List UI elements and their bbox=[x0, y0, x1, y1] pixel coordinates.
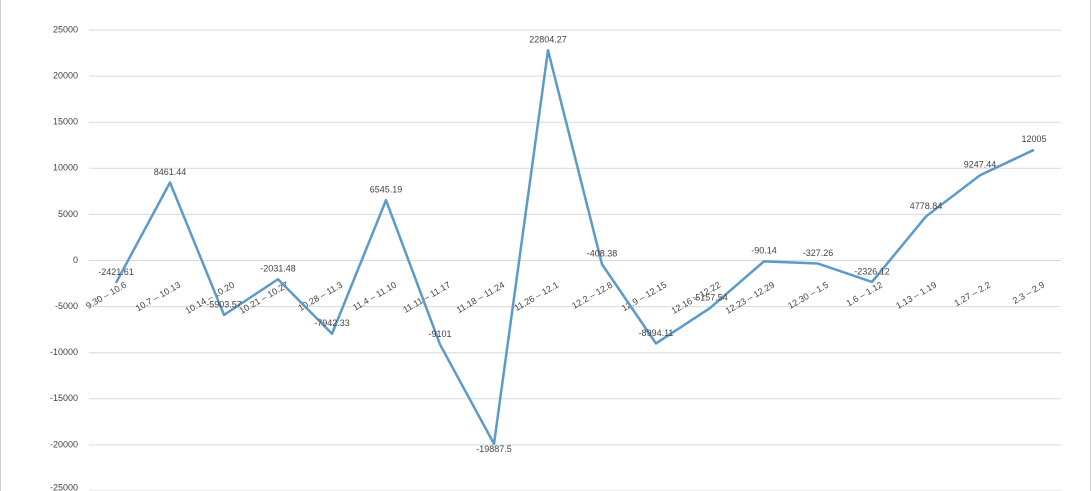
y-tick-label: 0 bbox=[73, 255, 78, 265]
y-tick-label: -20000 bbox=[50, 439, 78, 449]
line bbox=[114, 48, 1035, 446]
data-label: 6545.19 bbox=[370, 185, 403, 195]
y-tick-label: 5000 bbox=[58, 209, 78, 219]
data-label: 12005 bbox=[1021, 134, 1046, 144]
data-label: -2326.12 bbox=[854, 266, 890, 276]
data-label: 8461.44 bbox=[154, 167, 187, 177]
data-label: -19887.5 bbox=[476, 444, 512, 454]
x-tick-label: 2.3 – 2.9 bbox=[1011, 280, 1046, 306]
data-label: 22804.27 bbox=[529, 35, 567, 45]
x-tick-label: 12.9 – 12.15 bbox=[620, 280, 668, 314]
data-label: -9101 bbox=[428, 329, 451, 339]
data-label: -408.38 bbox=[587, 249, 618, 259]
y-tick-label: 15000 bbox=[53, 117, 78, 127]
x-tick-label: 1.6 – 1.12 bbox=[845, 280, 885, 309]
x-tick-label: 12.23 – 12.29 bbox=[724, 280, 777, 316]
x-tick-label: 10.28 – 11.3 bbox=[296, 280, 344, 313]
data-label: -2421.61 bbox=[98, 267, 134, 277]
y-tick-label: 10000 bbox=[53, 163, 78, 173]
data-label: -5157.54 bbox=[692, 292, 728, 302]
data-label: -5903.57 bbox=[206, 299, 242, 309]
data-label: -2031.48 bbox=[260, 264, 296, 274]
y-tick-label: -15000 bbox=[50, 393, 78, 403]
data-label: -8994.11 bbox=[639, 328, 674, 338]
y-tick-label: 25000 bbox=[53, 24, 78, 34]
data-label: 4778.84 bbox=[910, 201, 943, 211]
data-label: -7942.33 bbox=[314, 318, 350, 328]
x-tick-label: 1.27 – 2.2 bbox=[953, 280, 993, 309]
data-label: 9247.44 bbox=[964, 160, 997, 170]
y-tick-label: -5000 bbox=[55, 301, 78, 311]
data-label: -327.26 bbox=[803, 248, 834, 258]
y-tick-label: -25000 bbox=[50, 482, 78, 491]
x-tick-label: 11.26 – 12.1 bbox=[512, 280, 560, 313]
y-tick-label: -10000 bbox=[50, 347, 78, 357]
y-tick-label: 20000 bbox=[53, 70, 78, 80]
x-tick-label: 10.14 – 10.20 bbox=[184, 280, 237, 316]
x-tick-label: 11.18 – 11.24 bbox=[455, 280, 507, 316]
x-tick-label: 10.7 – 10.13 bbox=[134, 280, 182, 314]
data-label: -90.14 bbox=[751, 246, 777, 256]
x-tick-label: 11.4 – 11.10 bbox=[351, 280, 398, 313]
